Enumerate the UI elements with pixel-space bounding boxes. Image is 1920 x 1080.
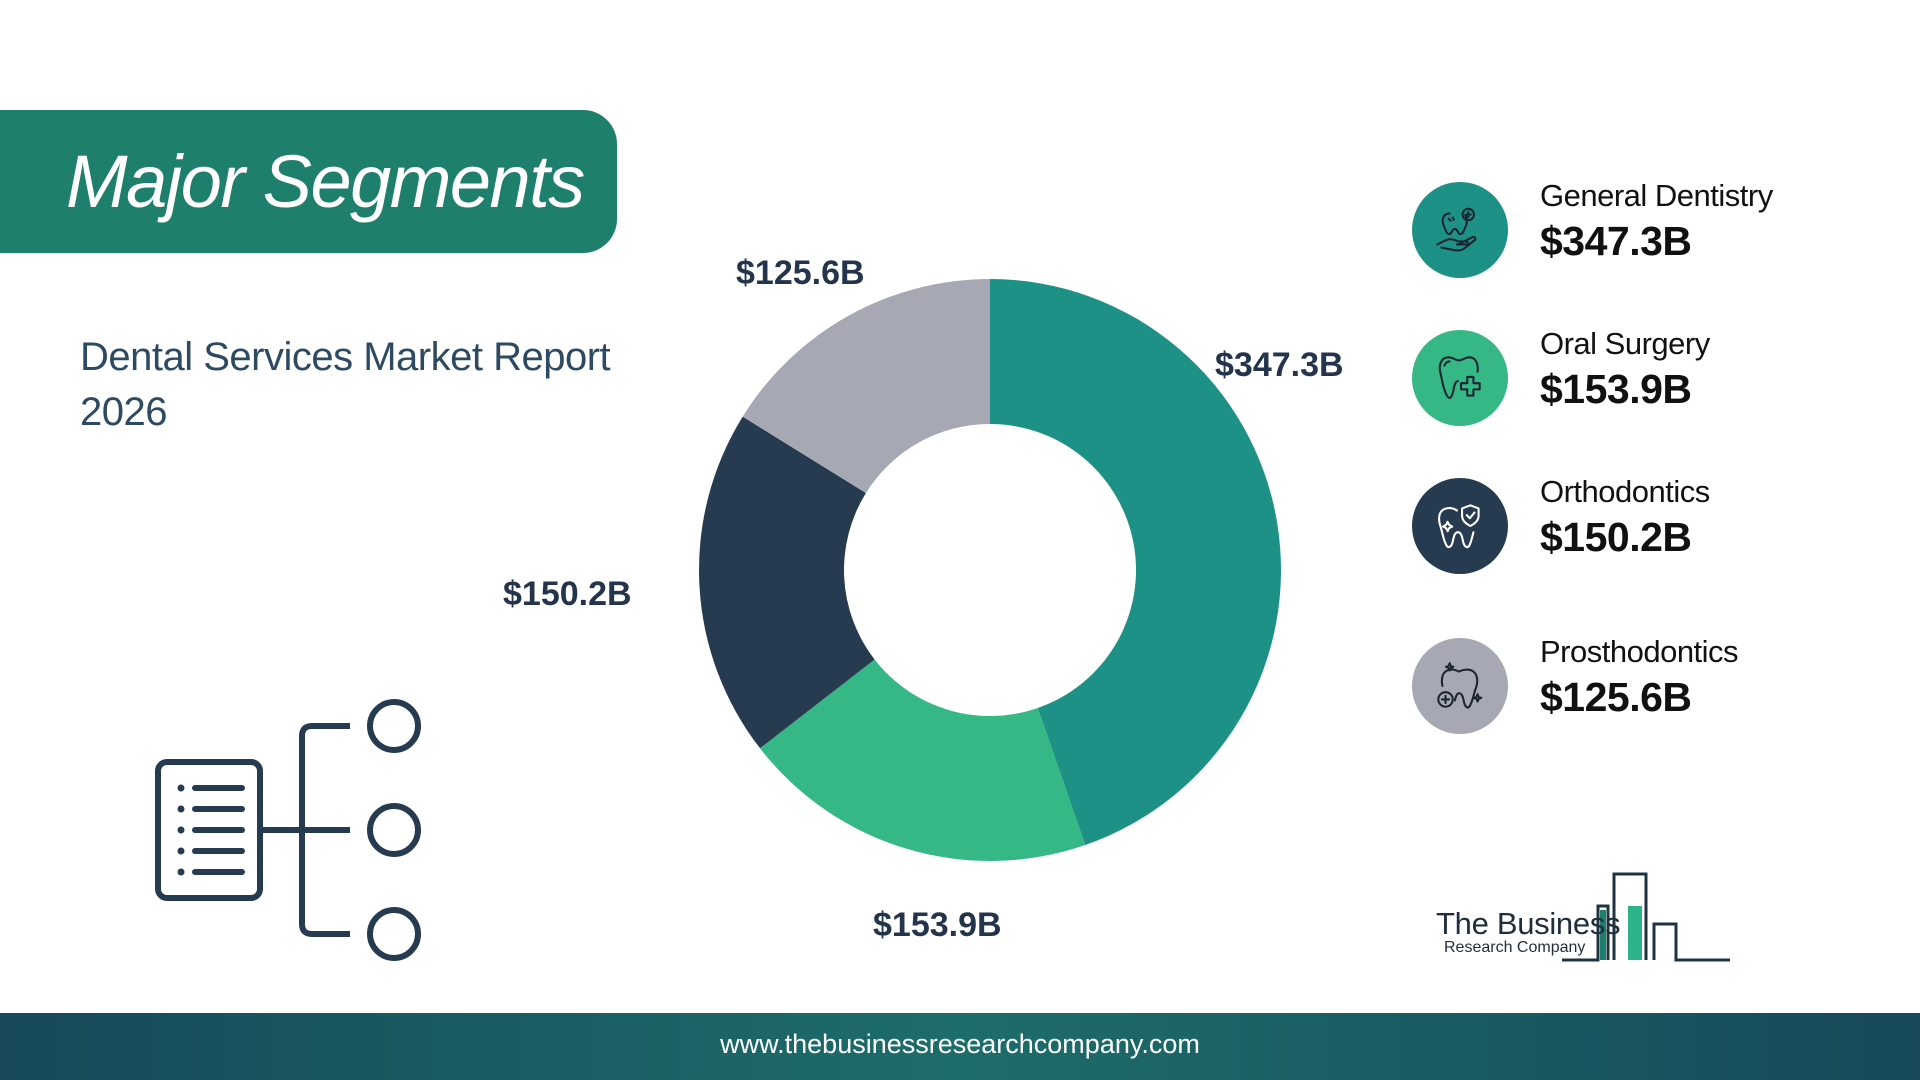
legend-item-orthodontics: Orthodontics $150.2B (1412, 474, 1882, 578)
legend-value: $150.2B (1540, 514, 1692, 560)
data-label-prosthodontics: $125.6B (736, 254, 865, 292)
segments-list-icon (155, 699, 421, 961)
legend-label: Oral Surgery (1540, 326, 1710, 361)
donut-slice-prosthodontics (742, 279, 990, 494)
logo-text-main: The Business (1436, 906, 1621, 941)
page-title: Major Segments (66, 140, 585, 223)
tooth-plus-icon (1438, 356, 1481, 399)
tooth-sparkle-icon (1437, 662, 1483, 709)
donut-slice-oral-surgery (760, 659, 1086, 861)
legend-value: $153.9B (1540, 366, 1692, 412)
legend-item-prosthodontics: Prosthodontics $125.6B (1412, 634, 1882, 738)
data-label-orthodontics: $150.2B (503, 575, 632, 613)
legend-swatch (1412, 330, 1508, 426)
legend-swatch (1412, 638, 1508, 734)
report-subtitle: Dental Services Market Report 2026 (80, 335, 611, 434)
donut-chart (699, 279, 1281, 861)
tooth-care-hand-icon (1436, 207, 1477, 252)
donut-slice-orthodontics (699, 416, 875, 749)
legend-item-oral-surgery: Oral Surgery $153.9B (1412, 326, 1882, 430)
legend-value: $125.6B (1540, 674, 1692, 720)
legend-label: Prosthodontics (1540, 634, 1739, 669)
company-logo: The Business Research Company (1430, 868, 1750, 968)
legend-swatch (1412, 478, 1508, 574)
legend-value: $347.3B (1540, 218, 1692, 264)
legend-label: Orthodontics (1540, 474, 1710, 509)
data-label-general-dentistry: $347.3B (1215, 346, 1344, 384)
donut-slice-general-dentistry (990, 279, 1281, 845)
title-banner: Major Segments (0, 110, 617, 253)
footer-url[interactable]: www.thebusinessresearchcompany.com (720, 1029, 1200, 1059)
legend-label: General Dentistry (1540, 178, 1773, 213)
data-label-oral-surgery: $153.9B (873, 906, 1002, 944)
tooth-shield-icon (1438, 504, 1480, 549)
legend-swatch (1412, 182, 1508, 278)
legend-item-general-dentistry: General Dentistry $347.3B (1412, 178, 1882, 282)
logo-text-sub: Research Company (1444, 939, 1586, 956)
logo-bars-graphic (1562, 872, 1730, 962)
footer-bar: www.thebusinessresearchcompany.com (0, 1013, 1920, 1080)
